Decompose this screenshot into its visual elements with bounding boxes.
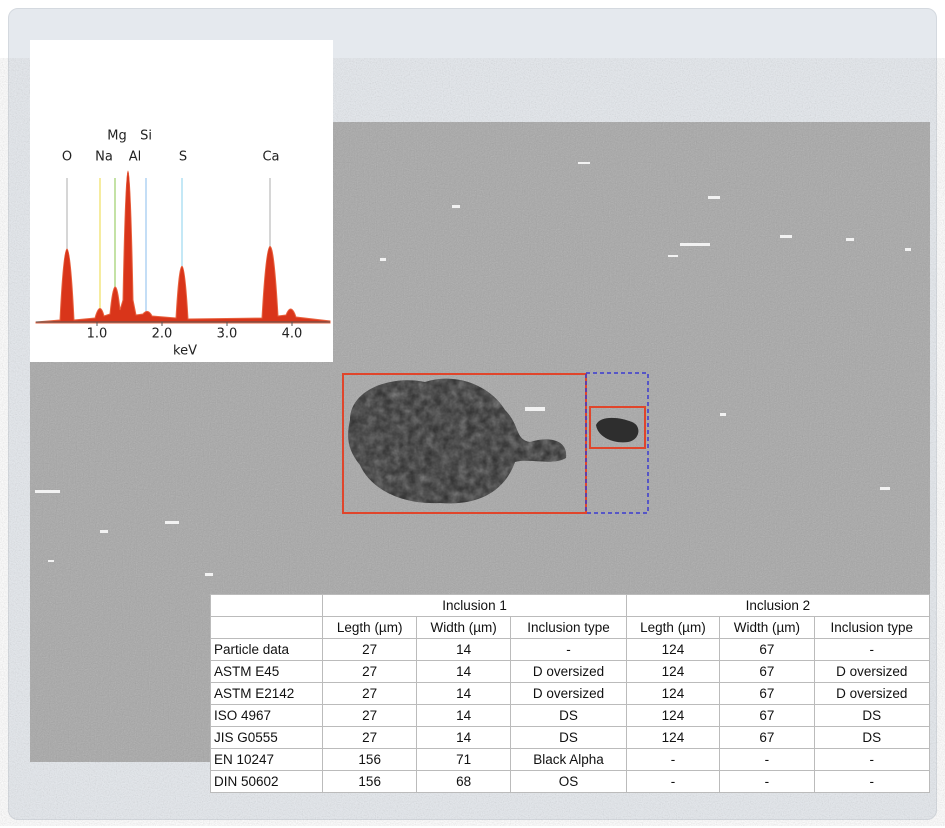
- column-header: Inclusion type: [510, 616, 627, 639]
- table-row: ASTM E2142 27 14 D oversized 124 67 D oversize…: [209, 682, 931, 705]
- column-header: Width (µm): [719, 616, 815, 639]
- table-cell: 27: [322, 638, 417, 661]
- element-label: Na: [95, 150, 113, 165]
- table-cell: -: [813, 638, 931, 661]
- element-label: S: [179, 150, 187, 165]
- element-label: Al: [129, 150, 142, 165]
- table-cell: 124: [625, 638, 721, 661]
- table-cell: 156: [322, 770, 417, 793]
- table-cell: 14: [415, 660, 512, 683]
- table-cell: 14: [415, 682, 512, 705]
- x-tick-label: 1.0: [87, 327, 108, 342]
- table-cell: 27: [322, 726, 417, 749]
- table-cell: 27: [322, 704, 417, 727]
- table-row: EN 10247 156 71 Black Alpha - - -: [209, 748, 931, 771]
- table-row: ISO 4967 27 14 DS 124 67 DS: [209, 704, 931, 727]
- x-axis-label: keV: [173, 344, 197, 359]
- table-cell: 71: [415, 748, 512, 771]
- column-header: Inclusion type: [813, 616, 931, 639]
- table-cell: 68: [415, 770, 512, 793]
- row-label: ASTM E2142: [209, 682, 324, 705]
- table-cell: D oversized: [510, 660, 627, 683]
- table-cell: Black Alpha: [510, 748, 627, 771]
- group-header: Inclusion 1: [322, 594, 627, 617]
- corner-cell: [209, 616, 324, 639]
- element-label: Mg: [107, 129, 126, 144]
- table-cell: 67: [719, 726, 815, 749]
- table-row: Legth (µm) Width (µm) Inclusion type Legth …: [209, 616, 931, 639]
- table-cell: D oversized: [813, 682, 931, 705]
- table-row: ASTM E45 27 14 D oversized 124 67 D oversized: [209, 660, 931, 683]
- table-cell: DS: [510, 704, 627, 727]
- element-label: Si: [140, 129, 152, 144]
- row-label: EN 10247: [209, 748, 324, 771]
- table-cell: 67: [719, 704, 815, 727]
- table-cell: 124: [625, 726, 721, 749]
- table-cell: 124: [625, 704, 721, 727]
- element-label: Ca: [262, 150, 279, 165]
- table-cell: D oversized: [510, 682, 627, 705]
- element-label: O: [62, 150, 72, 165]
- table-cell: 14: [415, 638, 512, 661]
- x-tick-label: 2.0: [152, 327, 173, 342]
- table-cell: -: [719, 748, 815, 771]
- table-cell: 124: [625, 682, 721, 705]
- table-cell: 14: [415, 726, 512, 749]
- table-cell: -: [813, 748, 931, 771]
- table-cell: -: [625, 770, 721, 793]
- table-cell: -: [813, 770, 931, 793]
- corner-cell: [209, 594, 324, 617]
- table-cell: 156: [322, 748, 417, 771]
- table-cell: DS: [813, 704, 931, 727]
- table-cell: 27: [322, 660, 417, 683]
- row-label: ASTM E45: [209, 660, 324, 683]
- table-cell: -: [510, 638, 627, 661]
- table-cell: -: [719, 770, 815, 793]
- column-header: Width (µm): [415, 616, 512, 639]
- x-tick-label: 4.0: [282, 327, 303, 342]
- column-header: Legth (µm): [625, 616, 721, 639]
- table-cell: 67: [719, 660, 815, 683]
- row-label: DIN 50602: [209, 770, 324, 793]
- results-table: Inclusion 1 Inclusion 2 Legth (µm) Width (µ…: [209, 594, 931, 793]
- table-cell: 124: [625, 660, 721, 683]
- micrograph: [30, 122, 930, 762]
- spectrum: O Na Mg Si Al S Ca keV 1.0 2.0 3.0 4.0: [30, 40, 333, 362]
- column-header: Legth (µm): [322, 616, 417, 639]
- row-label: Particle data: [209, 638, 324, 661]
- table-cell: 67: [719, 638, 815, 661]
- table-cell: DS: [813, 726, 931, 749]
- table-row: Inclusion 1 Inclusion 2: [209, 594, 931, 617]
- table-row: DIN 50602 156 68 OS - - -: [209, 770, 931, 793]
- table-cell: 27: [322, 682, 417, 705]
- table-cell: DS: [510, 726, 627, 749]
- table-cell: D oversized: [813, 660, 931, 683]
- table-cell: OS: [510, 770, 627, 793]
- table-row: Particle data 27 14-124 67-: [209, 638, 931, 661]
- x-tick-label: 3.0: [217, 327, 238, 342]
- table-cell: -: [625, 748, 721, 771]
- group-header: Inclusion 2: [625, 594, 931, 617]
- table-row: JIS G0555 27 14 DS 124 67 DS: [209, 726, 931, 749]
- table-cell: 14: [415, 704, 512, 727]
- table-cell: 67: [719, 682, 815, 705]
- row-label: JIS G0555: [209, 726, 324, 749]
- row-label: ISO 4967: [209, 704, 324, 727]
